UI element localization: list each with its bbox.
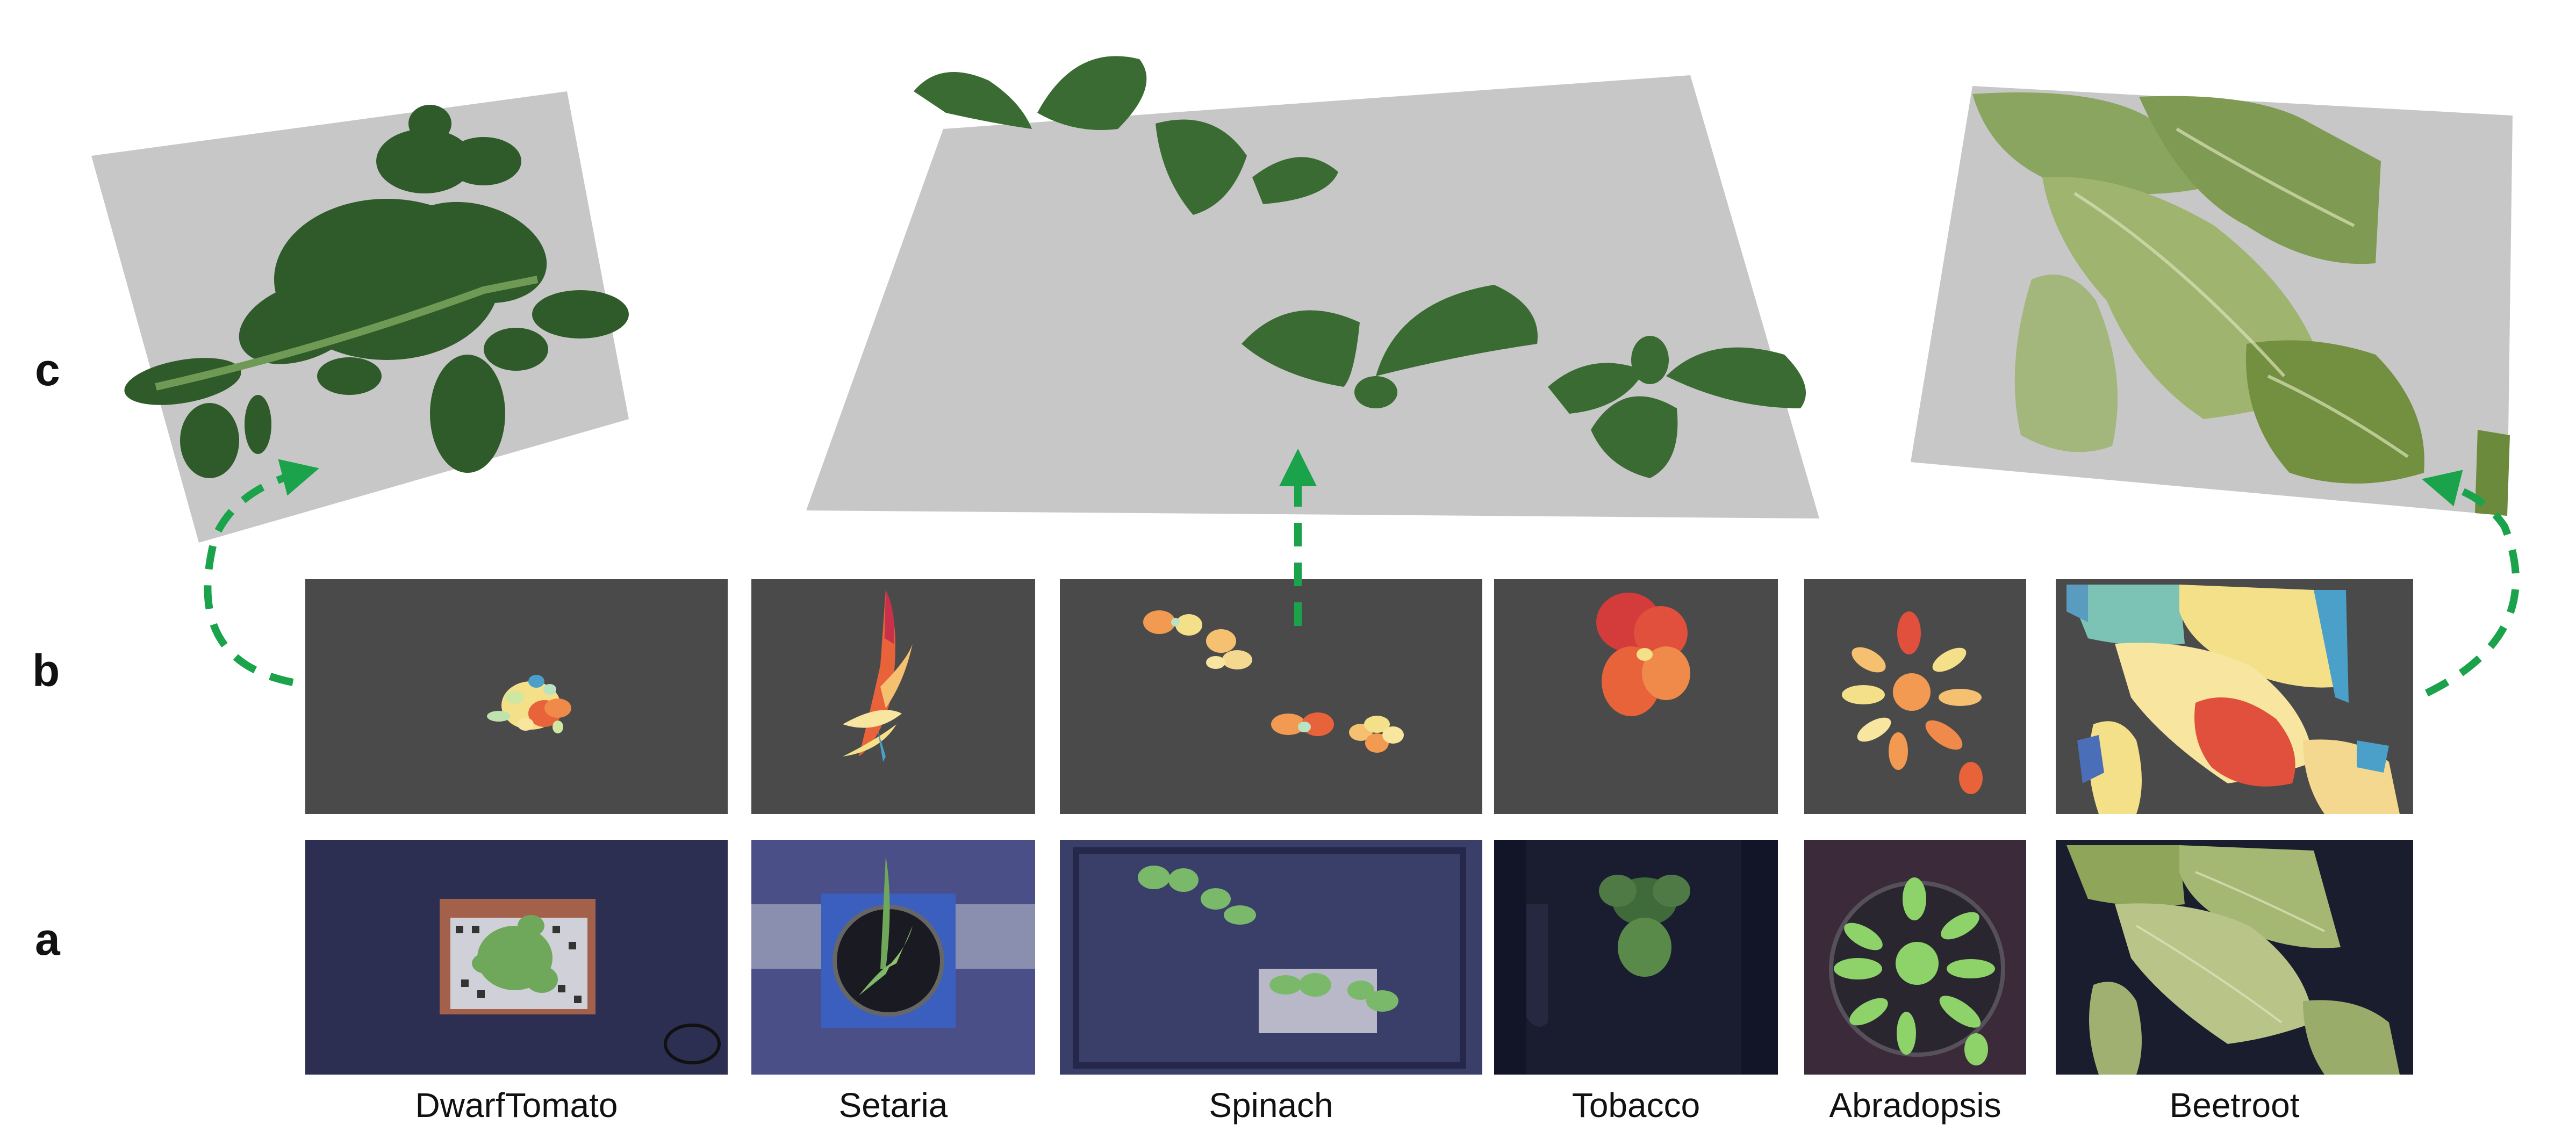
arrow-dwarftomato (204, 459, 319, 686)
rgb-image-beetroot (2056, 840, 2413, 1075)
row-label-b: b (32, 645, 60, 696)
caption-dwarftomato: DwarfTomato (415, 1086, 618, 1125)
depth-map-dwarftomato (305, 579, 728, 814)
rgb-image-spinach (1060, 840, 1482, 1075)
rgb-image-setaria (751, 840, 1035, 1075)
row-label-c: c (35, 344, 60, 395)
rgb-image-abradopsis (1804, 840, 2026, 1075)
depth-map-setaria (751, 579, 1035, 814)
rgb-image-tobacco (1494, 840, 1778, 1075)
depth-map-beetroot (2056, 579, 2413, 814)
rgb-image-dwarftomato (305, 840, 728, 1075)
point-cloud-spinach (806, 56, 1819, 518)
point-cloud-dwarftomato (91, 91, 629, 543)
row-label-a: a (35, 914, 60, 964)
caption-beetroot: Beetroot (2169, 1086, 2300, 1125)
depth-map-tobacco (1494, 579, 1778, 814)
caption-tobacco: Tobacco (1572, 1086, 1700, 1125)
caption-abradopsis: Abradopsis (1829, 1086, 2001, 1125)
depth-map-spinach (1060, 579, 1482, 814)
caption-spinach: Spinach (1209, 1086, 1333, 1125)
arrow-beetroot (2422, 470, 2520, 697)
point-cloud-beetroot (1911, 86, 2513, 516)
caption-setaria: Setaria (838, 1086, 948, 1125)
depth-map-abradopsis (1804, 579, 2026, 814)
